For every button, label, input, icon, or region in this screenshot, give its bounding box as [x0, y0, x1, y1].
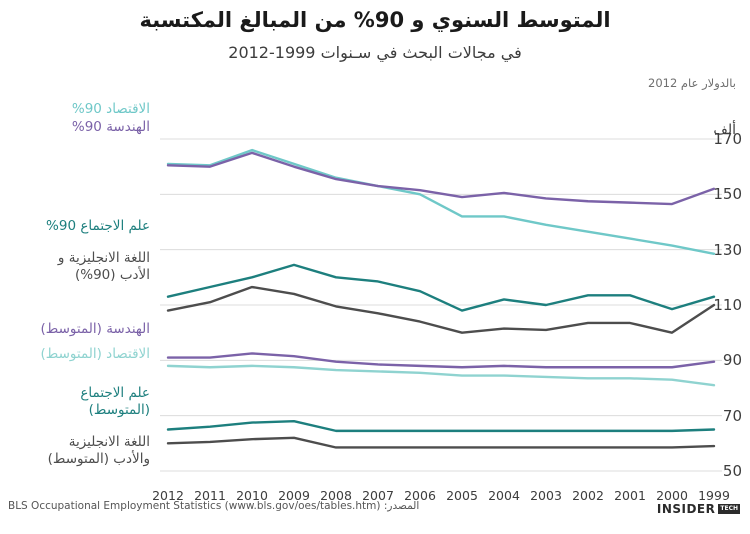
x-axis-tick: 2002 [572, 488, 604, 503]
x-axis-tick: 2007 [362, 488, 394, 503]
series-line [166, 352, 716, 369]
x-axis-tick: 2005 [446, 488, 478, 503]
x-axis-tick: 2008 [320, 488, 352, 503]
x-axis-tick: 2000 [656, 488, 688, 503]
series-label-5: الاقتصاد (المتوسط) [40, 346, 150, 362]
axis-unit-note-secondary: ألف [713, 122, 736, 138]
x-axis-tick: 2012 [152, 488, 184, 503]
series-line [166, 263, 716, 312]
series-label-6: علم الاجتماع (المتوسط) [80, 385, 150, 418]
axis-unit-note: بالدولار عام 2012 [648, 76, 736, 90]
x-axis-tick: 2003 [530, 488, 562, 503]
logo-text: INSIDER [656, 502, 716, 516]
series-line [166, 420, 716, 433]
series-label-4: الهندسة (المتوسط) [40, 321, 150, 337]
chart-title: المتوسط السنوي و 90% من المبالغ المكتسبة [139, 8, 611, 32]
x-axis-labels: 2012 2011 2010 2009 2008 2007 2006 2005 2004 2003… [0, 488, 750, 504]
series-label-2: علم الاجتماع 90% [46, 218, 150, 234]
logo-mark: TECH [718, 504, 740, 514]
series-line [166, 436, 716, 449]
x-axis-tick: 2006 [404, 488, 436, 503]
series-label-0: الاقتصاد 90% [71, 101, 150, 117]
x-axis-tick: 2011 [194, 488, 226, 503]
source-note: المصدر: BLS Occupational Employment Stat… [8, 500, 420, 512]
series-label-7: اللغة الانجليزية والأدب (المتوسط) [47, 434, 150, 467]
series-label-1: الهندسة 90% [71, 119, 150, 135]
x-axis-tick: 2001 [614, 488, 646, 503]
x-axis-tick: 1999 [698, 488, 730, 503]
series-line [166, 285, 716, 334]
series-label-3: اللغة الانجليزية و الأدب (90%) [57, 250, 150, 283]
x-axis-tick: 2009 [278, 488, 310, 503]
series-line [166, 151, 716, 206]
insider-logo: INSIDER TECH [657, 502, 740, 516]
chart-subtitle: في مجالات البحث في سـنوات 1999-2012 [228, 43, 522, 62]
series-line [166, 364, 716, 387]
x-axis-tick: 2010 [236, 488, 268, 503]
series-line [166, 148, 716, 256]
x-axis-tick: 2004 [488, 488, 520, 503]
